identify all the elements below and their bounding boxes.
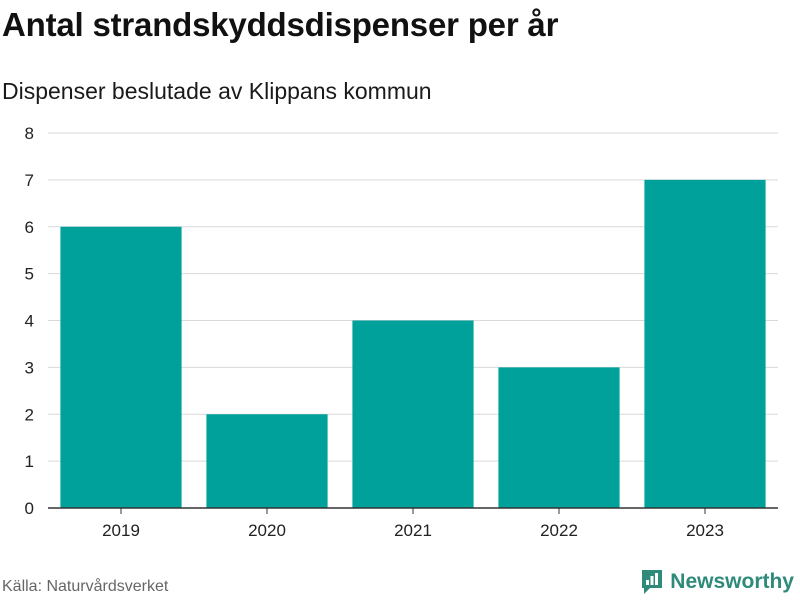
chart-title: Antal strandskyddsdispenser per år (2, 6, 559, 43)
y-tick-label: 0 (25, 499, 34, 518)
newsworthy-logo-icon (640, 568, 664, 596)
y-tick-label: 6 (25, 218, 34, 237)
bar-2023[interactable] (644, 179, 766, 508)
source-note: Källa: Naturvårdsverket (2, 578, 169, 595)
x-tick-label: 2019 (102, 521, 140, 540)
brand-name: Newsworthy (670, 570, 794, 593)
y-tick-label: 4 (25, 312, 34, 331)
bar-2019[interactable] (60, 226, 182, 508)
y-tick-label: 7 (25, 171, 34, 190)
x-tick-label: 2021 (394, 521, 432, 540)
x-tick-label: 2023 (686, 521, 724, 540)
chart-subtitle: Dispenser beslutade av Klippans kommun (2, 78, 432, 104)
bar-2021[interactable] (352, 320, 474, 509)
y-tick-label: 1 (25, 452, 34, 471)
x-tick-label: 2022 (540, 521, 578, 540)
x-tick-label: 2020 (248, 521, 286, 540)
y-tick-label: 2 (25, 405, 34, 424)
bar-2022[interactable] (498, 367, 620, 508)
y-tick-label: 3 (25, 358, 34, 377)
y-tick-label: 8 (25, 124, 34, 143)
brand-logo[interactable]: Newsworthy (640, 568, 794, 596)
bar-chart: 0 1 2 3 4 5 6 7 8 2019 2020 2021 2022 2023 (25, 124, 778, 540)
y-tick-label: 5 (25, 265, 34, 284)
bar-2020[interactable] (206, 414, 328, 508)
